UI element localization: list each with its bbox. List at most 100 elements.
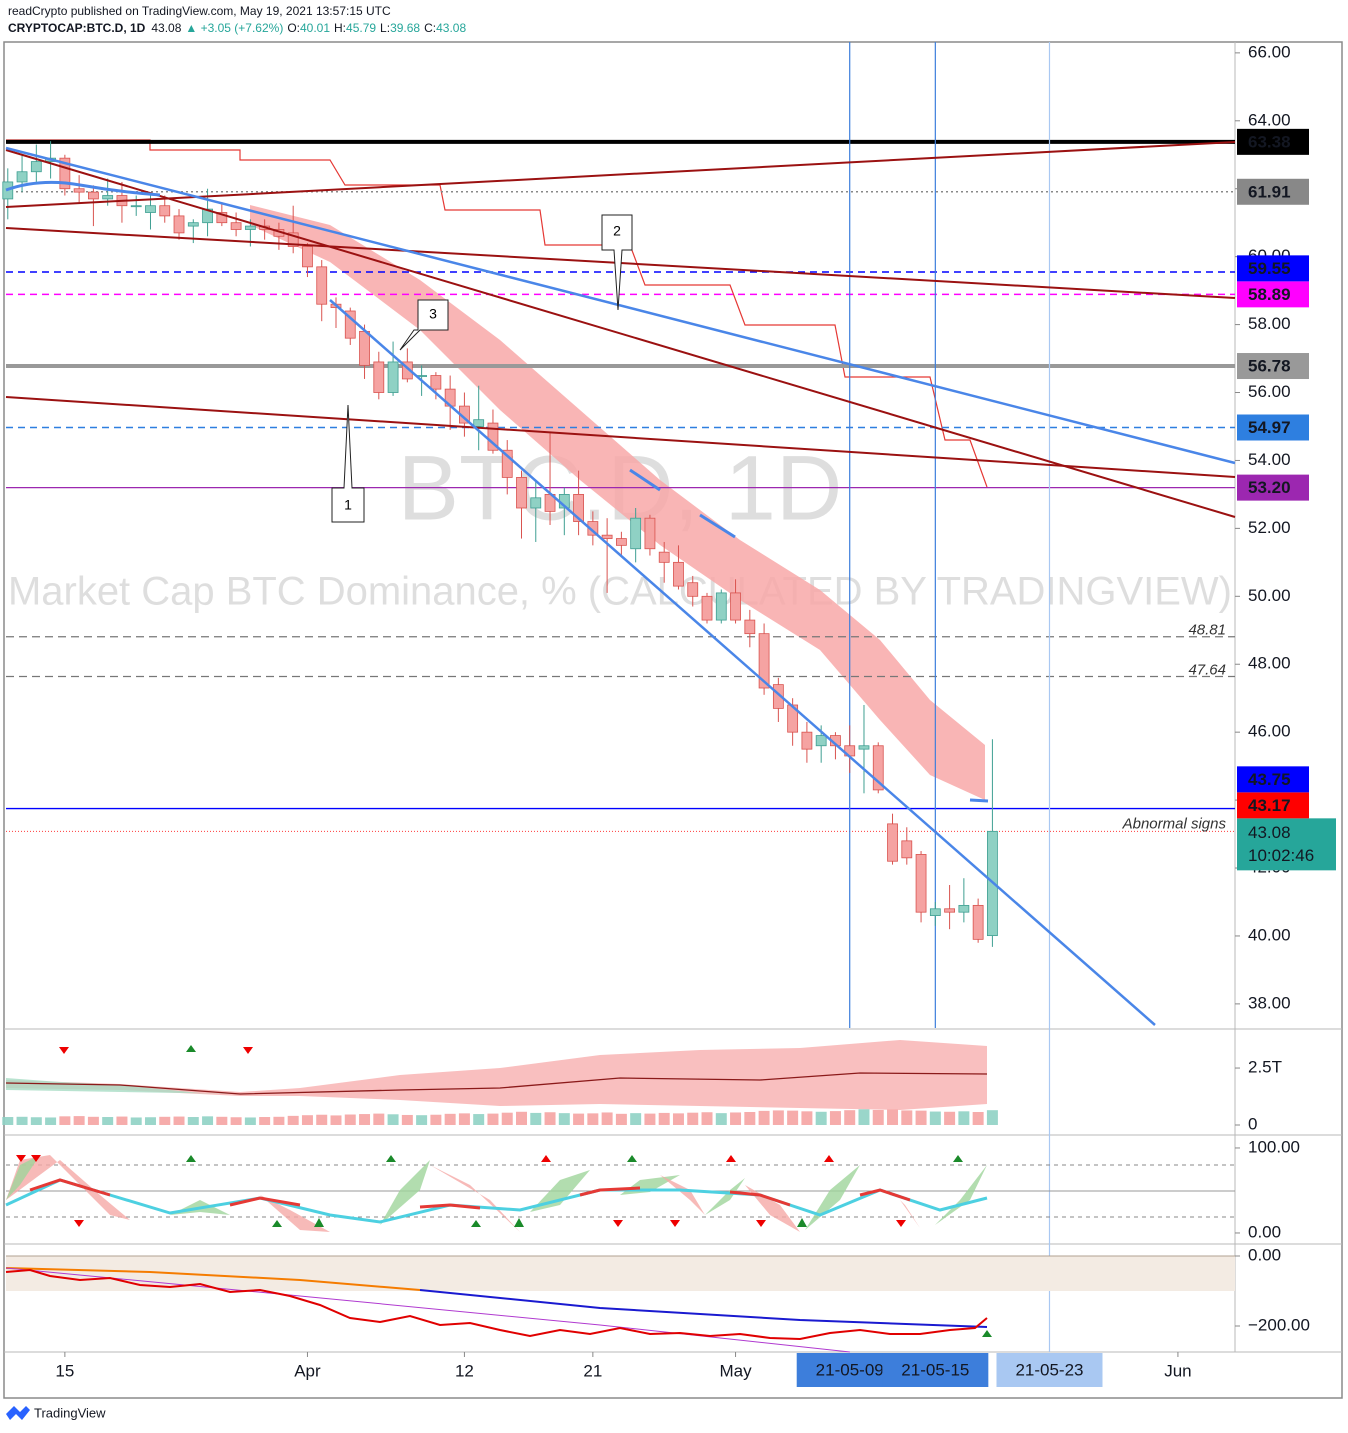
- volume-bar: [901, 1110, 913, 1125]
- volume-bar: [16, 1116, 28, 1125]
- oscillator-pane: [5, 1155, 1235, 1232]
- y-tick-label: 40.00: [1248, 925, 1291, 944]
- countdown: 10:02:46: [1248, 846, 1314, 865]
- date-marker-box: [996, 1353, 1103, 1387]
- ohlc-value: 43.08: [436, 21, 466, 35]
- candle-body: [316, 266, 328, 305]
- volume-bar: [187, 1117, 199, 1125]
- candle-body: [516, 477, 527, 509]
- volume-bar: [244, 1117, 256, 1125]
- volume-bar: [601, 1112, 613, 1125]
- callout: [399, 299, 449, 351]
- candle-body: [473, 419, 485, 427]
- volume-bar: [458, 1113, 470, 1125]
- candle-body: [187, 222, 199, 227]
- candle-body: [601, 534, 613, 539]
- ohlc-value: 45.79: [346, 21, 376, 35]
- volume-bar: [202, 1116, 214, 1125]
- candle-body: [130, 205, 142, 208]
- ohlc-label: C:: [424, 21, 436, 35]
- candle-body: [102, 195, 114, 200]
- ohlc-value: 39.68: [390, 21, 420, 35]
- candle-body: [88, 191, 99, 200]
- volume-bar: [316, 1114, 328, 1125]
- osc-line: [29, 1178, 911, 1210]
- candle-body: [344, 310, 356, 339]
- x-tick-label: Apr: [294, 1361, 321, 1380]
- volume-bar: [359, 1114, 371, 1125]
- candle-body: [801, 731, 813, 750]
- candle-body: [59, 157, 71, 190]
- price-label: 56.78: [1248, 357, 1291, 376]
- ma-ribbon: [250, 205, 985, 800]
- candle-body: [901, 840, 913, 859]
- price-label-box: [1237, 766, 1309, 793]
- signal-arrow: [982, 1330, 992, 1337]
- y-tick-label: −200.00: [1248, 1315, 1310, 1334]
- last-value: 43.08: [151, 21, 181, 35]
- candle-body: [487, 422, 499, 451]
- price-label: 61.91: [1248, 182, 1291, 201]
- trend-line: [5, 180, 161, 197]
- volume-bar: [872, 1109, 884, 1125]
- last-price-box: [1237, 818, 1336, 871]
- price-label-box: [1237, 128, 1309, 155]
- volume-bar: [687, 1112, 699, 1125]
- volume-bar: [330, 1115, 342, 1125]
- x-tick-label: May: [719, 1361, 752, 1380]
- volume-bar: [501, 1112, 513, 1125]
- volume-ma: [5, 1072, 988, 1095]
- volume-bar: [387, 1114, 399, 1125]
- candle-body: [173, 215, 185, 234]
- volume-bar: [787, 1110, 799, 1125]
- candle-body: [887, 823, 898, 862]
- volume-bar: [144, 1117, 156, 1125]
- candle-body: [387, 361, 399, 393]
- change: ▲ +3.05 (+7.62%): [185, 21, 283, 35]
- trend-line: [969, 798, 989, 803]
- volume-bar: [344, 1114, 356, 1125]
- candle-body: [730, 592, 741, 621]
- price-label: 43.17: [1248, 796, 1291, 815]
- price-label-box: [1237, 414, 1309, 441]
- y-tick-label: 0.00: [1248, 1222, 1281, 1241]
- candle-body: [30, 161, 42, 173]
- y-tick-label: 2.5T: [1248, 1058, 1282, 1077]
- candle-body: [701, 595, 713, 621]
- watermark: Market Cap BTC Dominance, % (CALCULATED …: [8, 570, 1232, 614]
- osc-fill: [705, 1178, 745, 1215]
- volume-bar: [858, 1109, 870, 1125]
- candle-body: [359, 330, 370, 366]
- candle-body: [430, 375, 442, 390]
- volume-bar: [173, 1116, 185, 1125]
- volume-bar: [473, 1114, 485, 1125]
- y-tick-label: 100.00: [1248, 1137, 1300, 1156]
- volume-bar: [958, 1111, 970, 1125]
- momentum-ma: [419, 1289, 988, 1328]
- candle-body: [573, 494, 584, 522]
- candle-body: [401, 361, 413, 380]
- x-tick-label: 21: [583, 1361, 602, 1380]
- candle-body: [715, 592, 727, 621]
- candle-body: [772, 684, 784, 709]
- volume-bar: [730, 1112, 742, 1125]
- candle-body: [302, 246, 313, 268]
- volume-bar: [287, 1115, 299, 1125]
- signal-arrow: [186, 1045, 196, 1052]
- y-tick-label: 0: [1248, 1114, 1257, 1133]
- candle-body: [915, 854, 927, 913]
- y-tick-label: 54.00: [1248, 450, 1291, 469]
- candle-body: [687, 582, 699, 597]
- trend-line: [5, 141, 1236, 208]
- candle-body: [944, 908, 955, 913]
- price-label-box: [1237, 255, 1309, 282]
- volume-bar: [772, 1110, 784, 1125]
- volume-bar: [230, 1117, 242, 1125]
- volume-bar: [444, 1113, 456, 1125]
- volume-bar: [672, 1113, 684, 1125]
- trend-line: [5, 396, 1236, 478]
- ohlc-value: 40.01: [300, 21, 330, 35]
- y-tick-label: 0.00: [1248, 1245, 1281, 1264]
- date-marker-box: [882, 1353, 989, 1387]
